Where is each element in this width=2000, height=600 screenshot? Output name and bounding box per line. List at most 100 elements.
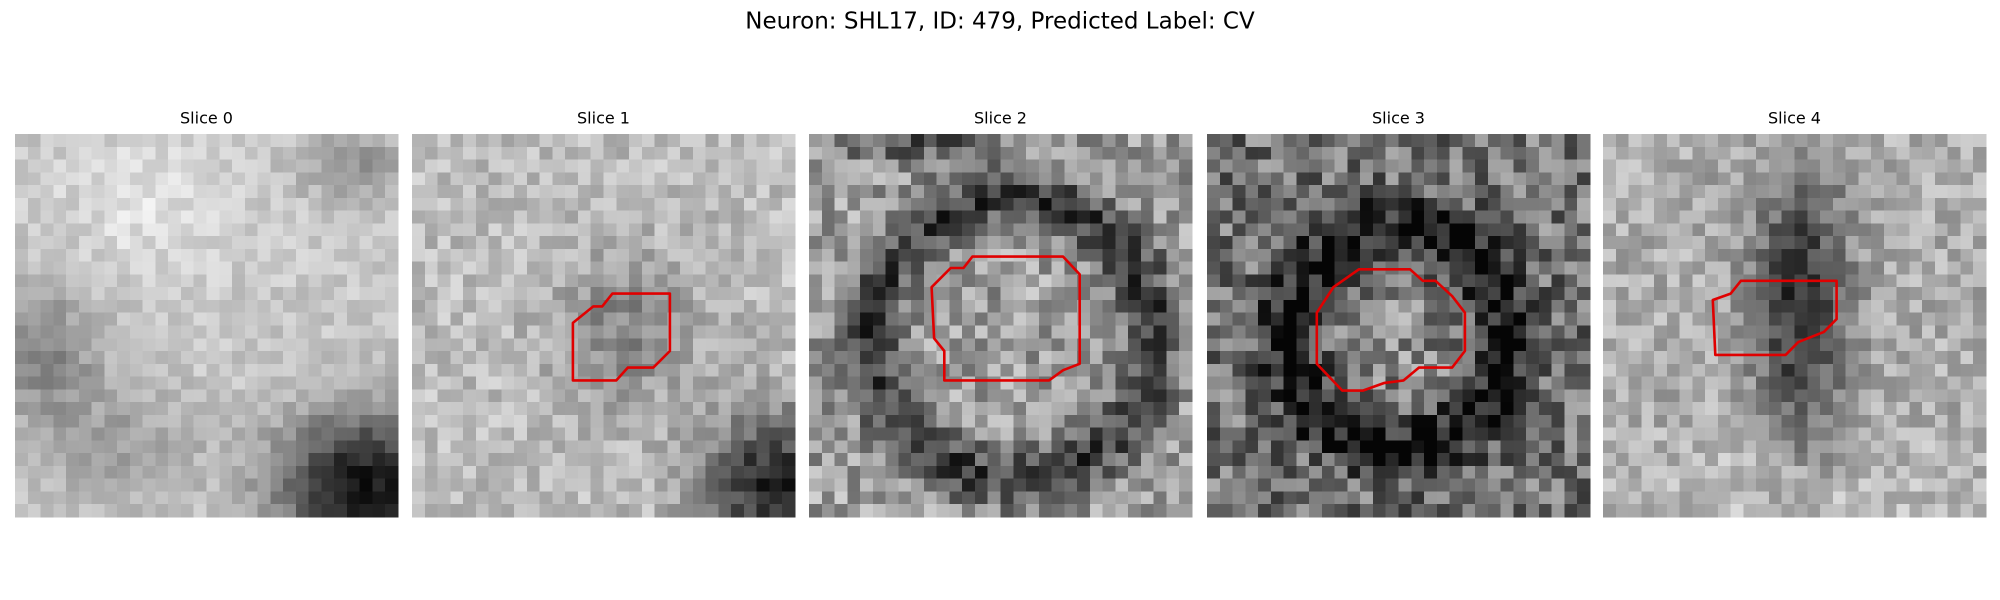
- pixel: [1820, 325, 1834, 339]
- pixel: [1615, 351, 1630, 365]
- pixel: [1000, 325, 1014, 339]
- pixel: [346, 440, 361, 454]
- pixel: [1500, 261, 1514, 275]
- pixel: [501, 427, 515, 441]
- pixel: [1794, 185, 1808, 199]
- pixel: [412, 146, 426, 161]
- pixel: [923, 261, 938, 275]
- pixel: [219, 376, 233, 390]
- pixel: [1360, 210, 1374, 224]
- pixel: [1641, 223, 1655, 237]
- pixel: [705, 210, 719, 224]
- pixel: [1000, 312, 1014, 326]
- pixel: [27, 134, 42, 148]
- pixel: [180, 478, 195, 492]
- pixel: [1051, 134, 1065, 148]
- pixel: [769, 427, 783, 441]
- pixel: [1449, 223, 1463, 237]
- pixel: [1000, 363, 1014, 378]
- pixel: [244, 491, 259, 505]
- pixel: [1654, 134, 1668, 148]
- pixel: [270, 274, 284, 288]
- pixel: [1089, 402, 1104, 416]
- pixel: [206, 146, 220, 161]
- pixel: [1615, 248, 1630, 263]
- pixel: [155, 248, 169, 263]
- pixel: [232, 159, 246, 173]
- pixel: [1077, 465, 1091, 480]
- pixel: [334, 210, 348, 224]
- pixel: [1064, 338, 1078, 352]
- pixel: [1153, 402, 1167, 416]
- pixel: [1411, 504, 1425, 518]
- pixel: [809, 312, 823, 326]
- pixel: [1743, 478, 1757, 492]
- pixel: [1166, 287, 1180, 301]
- pixel: [1871, 402, 1885, 416]
- pixel: [1026, 146, 1040, 161]
- pixel: [1245, 159, 1259, 173]
- pixel: [1577, 338, 1591, 352]
- pixel: [424, 478, 439, 492]
- pixel: [705, 389, 719, 403]
- pixel: [1372, 210, 1387, 224]
- pixel: [1947, 376, 1961, 390]
- pixel: [526, 491, 541, 505]
- pixel: [321, 172, 335, 186]
- pixel: [1628, 440, 1642, 454]
- pixel: [501, 491, 515, 505]
- pixel: [283, 248, 297, 263]
- pixel: [1334, 172, 1348, 186]
- pixel: [1934, 248, 1949, 263]
- pixel: [860, 376, 874, 390]
- pixel: [346, 427, 361, 441]
- pixel: [1666, 338, 1681, 352]
- pixel: [501, 274, 515, 288]
- pixel: [860, 338, 874, 352]
- pixel: [1934, 159, 1949, 173]
- pixel: [1628, 351, 1642, 365]
- pixel: [1513, 402, 1527, 416]
- pixel: [949, 159, 963, 173]
- pixel: [117, 287, 131, 301]
- pixel: [1551, 351, 1565, 365]
- pixel: [756, 248, 770, 263]
- pixel: [283, 312, 297, 326]
- pixel: [1283, 325, 1297, 339]
- pixel: [129, 351, 144, 365]
- pixel: [1089, 172, 1104, 186]
- pixel: [1245, 299, 1259, 314]
- pixel: [1526, 504, 1540, 518]
- pixel: [1743, 414, 1757, 429]
- pixel: [1153, 453, 1167, 467]
- pixel: [488, 338, 502, 352]
- pixel: [514, 478, 528, 492]
- pixel: [680, 248, 694, 263]
- pixel: [1283, 440, 1297, 454]
- pixel: [1794, 236, 1808, 250]
- pixel: [321, 248, 335, 263]
- pixel: [270, 376, 284, 390]
- pixel: [1871, 134, 1885, 148]
- pixel: [1038, 236, 1053, 250]
- pixel: [1179, 146, 1193, 161]
- pixel: [1858, 185, 1872, 199]
- pixel: [295, 478, 310, 492]
- pixel: [1128, 299, 1142, 314]
- pixel: [847, 312, 861, 326]
- pixel: [1603, 185, 1617, 199]
- pixel: [1768, 338, 1783, 352]
- pixel: [1179, 414, 1193, 429]
- pixel: [1398, 299, 1412, 314]
- pixel: [1475, 427, 1489, 441]
- pixel: [526, 287, 541, 301]
- pixel: [1000, 389, 1014, 403]
- pixel: [1922, 363, 1936, 378]
- pixel: [641, 491, 656, 505]
- pixel: [155, 402, 169, 416]
- pixel: [1064, 325, 1078, 339]
- pixel: [1628, 504, 1642, 518]
- pixel: [1258, 172, 1272, 186]
- pixel: [654, 210, 668, 224]
- pixel: [1883, 402, 1898, 416]
